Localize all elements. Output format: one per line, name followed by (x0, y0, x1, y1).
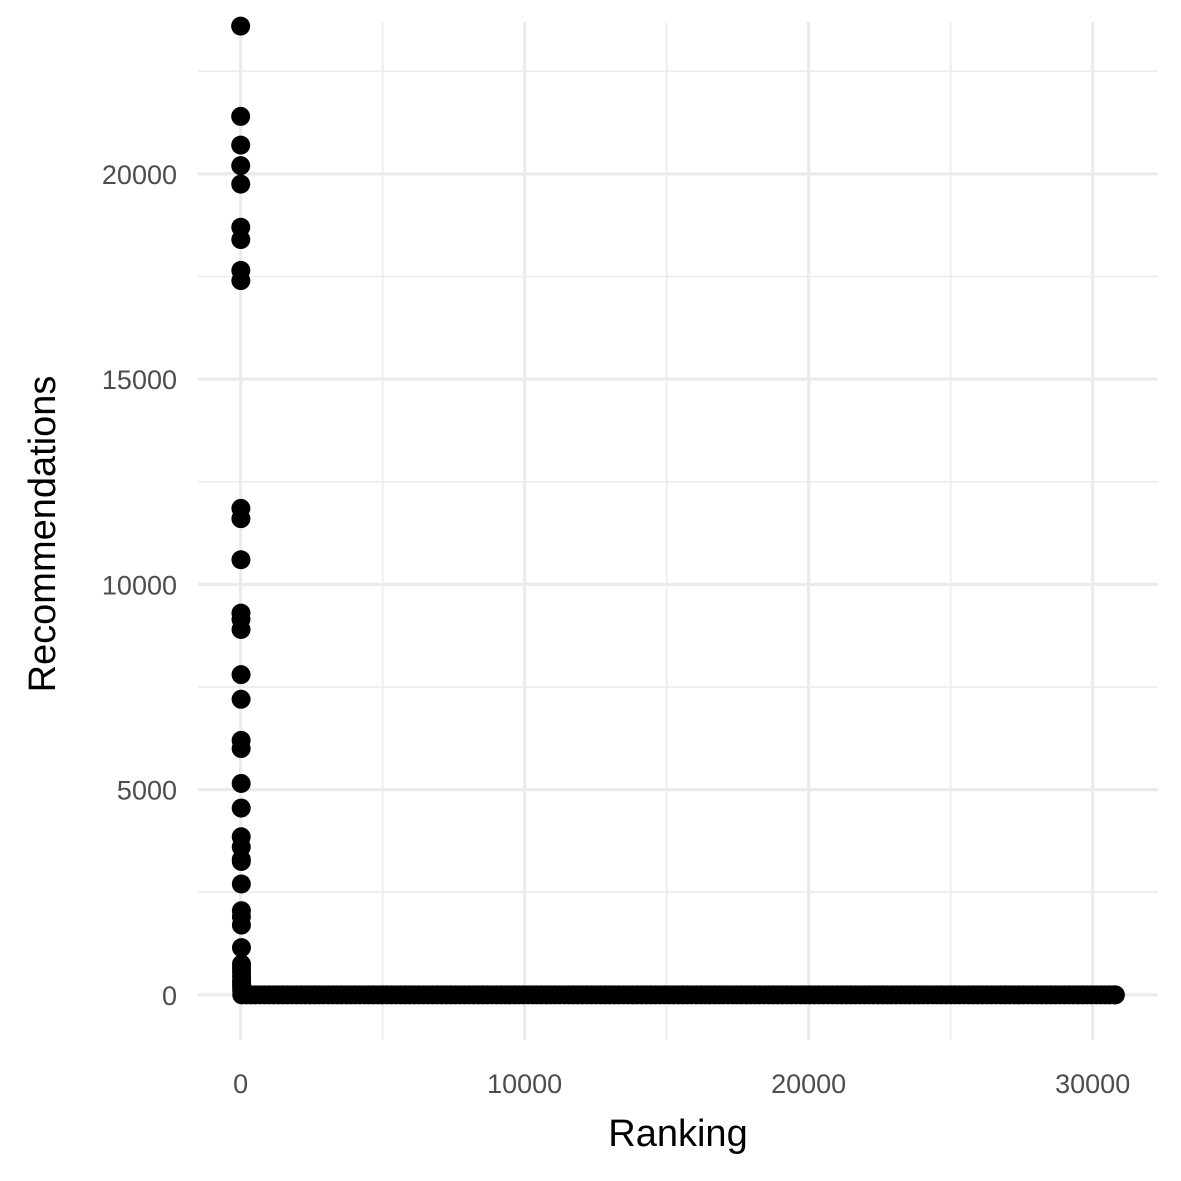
data-point (231, 851, 251, 871)
x-tick-label: 20000 (771, 1069, 846, 1099)
data-point (231, 773, 251, 793)
data-point (231, 230, 251, 250)
y-axis-title: Recommendations (22, 376, 64, 693)
y-tick-label: 15000 (102, 365, 177, 395)
y-tick-label: 20000 (102, 160, 177, 190)
data-point (231, 16, 251, 36)
y-tick-label: 10000 (102, 570, 177, 600)
data-point (231, 156, 251, 176)
data-point (231, 620, 251, 640)
x-tick-label: 10000 (487, 1069, 562, 1099)
x-axis-tick-labels: 0 10000 20000 30000 (233, 1069, 1130, 1099)
data-point (231, 689, 251, 709)
data-point (231, 915, 251, 935)
data-point (231, 550, 251, 570)
data-points (231, 16, 1125, 1005)
data-point (231, 509, 251, 529)
grid-lines (198, 22, 1158, 1040)
x-tick-label: 30000 (1055, 1069, 1130, 1099)
data-point (231, 874, 251, 894)
data-point (231, 174, 251, 194)
x-axis-title: Ranking (608, 1113, 747, 1155)
x-tick-label: 0 (233, 1069, 248, 1099)
data-point (231, 938, 251, 958)
y-tick-label: 0 (162, 981, 177, 1011)
data-point (231, 798, 251, 818)
data-point (231, 106, 251, 126)
data-point (231, 135, 251, 155)
y-axis-tick-labels: 0 5000 10000 15000 20000 (102, 160, 177, 1011)
data-point (231, 739, 251, 759)
data-point (1105, 985, 1125, 1005)
data-point (231, 665, 251, 685)
data-point (232, 981, 252, 1001)
data-point (231, 271, 251, 291)
y-tick-label: 5000 (117, 776, 177, 806)
